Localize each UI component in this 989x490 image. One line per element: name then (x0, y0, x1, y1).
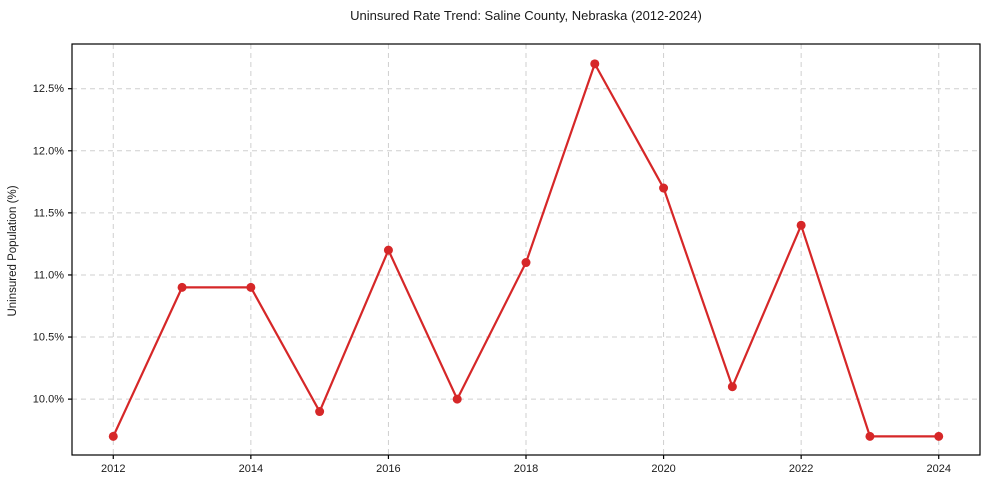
x-tick-label: 2016 (376, 463, 400, 475)
data-point-marker (590, 59, 600, 69)
y-tick-label: 10.5% (33, 332, 64, 344)
x-axis-ticks: 2012 2014 2016 2018 2020 2022 2024 (101, 455, 951, 475)
y-tick-label: 11.5% (34, 207, 65, 219)
gridlines (72, 44, 980, 455)
y-tick-label: 10.0% (33, 394, 64, 406)
y-tick-label: 12.5% (33, 83, 64, 95)
data-point-marker (796, 220, 806, 230)
x-tick-label: 2018 (514, 463, 538, 475)
data-point-marker (452, 394, 462, 404)
data-point-marker (108, 431, 118, 441)
data-point-marker (865, 431, 875, 441)
data-point-marker (659, 183, 669, 193)
data-point-marker (315, 407, 325, 417)
y-axis-ticks: 10.0% 10.5% 11.0% 11.5% 12.0% 12.5% (33, 83, 72, 406)
x-tick-label: 2024 (926, 463, 950, 475)
data-point-marker (246, 282, 256, 292)
y-tick-label: 12.0% (33, 145, 64, 157)
plot-border (71, 43, 981, 456)
data-point-marker (383, 245, 393, 255)
data-point-marker (934, 431, 944, 441)
data-point-marker (727, 382, 737, 392)
y-tick-label: 11.0% (34, 269, 65, 281)
data-points (108, 59, 944, 441)
x-tick-label: 2014 (239, 463, 263, 475)
chart-title: Uninsured Rate Trend: Saline County, Neb… (350, 8, 702, 23)
data-point-marker (521, 258, 531, 268)
x-tick-label: 2022 (789, 463, 813, 475)
x-tick-label: 2020 (651, 463, 675, 475)
data-point-marker (177, 282, 187, 292)
x-tick-label: 2012 (101, 463, 125, 475)
